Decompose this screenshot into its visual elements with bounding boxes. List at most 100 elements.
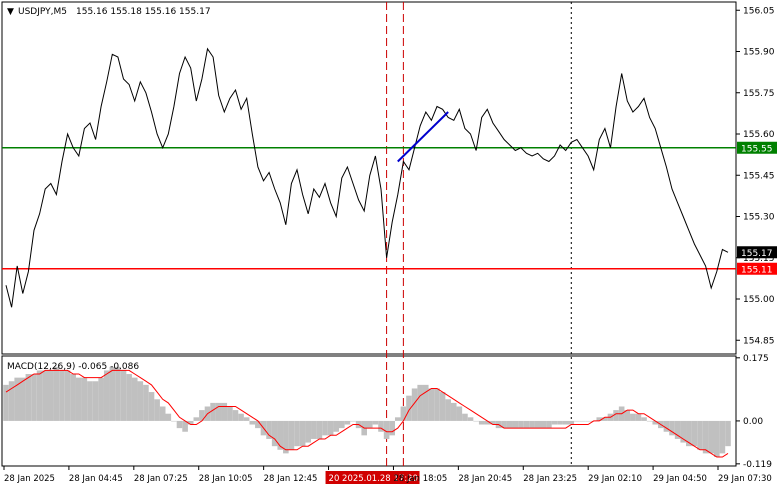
macd-histogram-bar <box>59 370 65 421</box>
macd-histogram-bar <box>400 406 407 421</box>
macd-histogram-bar <box>389 420 395 436</box>
macd-histogram-bar <box>540 420 547 429</box>
macd-histogram-bar <box>691 420 698 447</box>
price-line <box>5 47 729 308</box>
x-tick-label: 29 Jan 07:30 <box>718 474 772 484</box>
macd-histogram-bar <box>518 420 524 429</box>
macd-histogram-bar <box>137 381 144 421</box>
macd-panel-border <box>1 355 737 467</box>
price-y-tick-label: 155.15 <box>743 254 775 264</box>
macd-histogram-bar <box>613 410 619 421</box>
macd-histogram-bar <box>562 420 569 425</box>
macd-histogram-bar <box>680 420 687 443</box>
macd-y-tick-label: -0.119 <box>743 460 772 470</box>
macd-histogram-bar <box>277 420 284 450</box>
macd-histogram-bar <box>439 392 446 421</box>
macd-histogram-bar <box>316 420 323 439</box>
macd-histogram-bar <box>64 370 71 421</box>
macd-histogram-bar <box>165 413 172 421</box>
macd-histogram-bar <box>473 420 479 422</box>
chart-header: ▼ USDJPY,M5 155.16 155.18 155.16 155.17 <box>7 7 211 17</box>
macd-histogram-bar <box>529 420 535 429</box>
macd-histogram-bar <box>215 402 222 421</box>
price-y-tick-label: 154.85 <box>743 336 775 346</box>
macd-panel: MACD(12,26,9) -0.065 -0.086 <box>3 362 731 458</box>
x-tick-label: 28 Jan 23:25 <box>523 474 577 484</box>
symbol-label: USDJPY,M5 <box>18 7 67 17</box>
macd-histogram-bar <box>422 384 429 421</box>
macd-histogram-bar <box>227 406 233 421</box>
macd-histogram-bar <box>630 413 636 421</box>
x-tick-label: 28 Jan 2025 <box>4 474 55 484</box>
macd-histogram-bar <box>568 420 575 425</box>
collapse-icon[interactable]: ▼ <box>7 7 14 17</box>
macd-histogram-bar <box>176 420 183 429</box>
price-y-tick-label: 155.00 <box>743 295 775 305</box>
axes: 156.05 155.90 155.75 155.60 155.45 155.30 155.… <box>3 6 777 484</box>
macd-histogram-bar <box>120 370 127 421</box>
macd-histogram-bar <box>462 413 468 421</box>
macd-histogram-bar <box>19 377 26 421</box>
x-tick-label: 28 Jan 07:25 <box>134 474 188 484</box>
macd-histogram-bar <box>98 377 104 421</box>
macd-histogram-bar <box>686 420 692 447</box>
price-y-tick-label: 155.75 <box>743 89 775 99</box>
macd-histogram-bar <box>652 420 659 425</box>
resistance-badge-bg <box>737 141 777 154</box>
macd-histogram-bar <box>25 374 32 421</box>
x-tick-label: 28 Jan 04:45 <box>69 474 123 484</box>
macd-histogram-bar <box>445 399 451 421</box>
macd-histogram-bar <box>53 366 60 421</box>
macd-histogram-bar <box>327 420 334 436</box>
macd-histogram-bar <box>255 420 261 429</box>
last-price-badge: 155.17 <box>741 249 773 259</box>
macd-histogram-bar <box>714 420 720 457</box>
macd-histogram-bar <box>725 420 731 447</box>
macd-histogram-bar <box>512 420 519 429</box>
macd-histogram-bar <box>159 406 166 421</box>
x-tick-label: 29 Jan 04:50 <box>653 474 707 484</box>
macd-histogram-bar <box>456 406 463 421</box>
macd-histogram-bar <box>635 413 642 421</box>
macd-histogram-bar <box>579 420 586 422</box>
macd-histogram-bar <box>641 417 647 421</box>
support-badge: 155.11 <box>741 265 773 275</box>
macd-histogram-bar <box>8 381 15 421</box>
x-tick-label: 28 Jan 20:45 <box>458 474 512 484</box>
macd-histogram-bar <box>624 410 631 421</box>
price-panel-border <box>1 1 737 355</box>
macd-histogram-bar <box>199 410 205 421</box>
macd-histogram-bar <box>3 384 9 421</box>
macd-histogram-bar <box>383 420 390 439</box>
macd-histogram-bar <box>557 420 563 425</box>
trend-segment <box>397 111 449 163</box>
macd-signal-line <box>5 369 729 458</box>
macd-histogram-bar <box>148 392 155 421</box>
macd-histogram-bar <box>221 402 228 421</box>
last-price-badge-bg <box>737 246 777 259</box>
macd-histogram-bar <box>574 420 580 422</box>
macd-histogram-bar <box>674 420 681 439</box>
macd-histogram-bar <box>322 420 328 436</box>
macd-histogram-bar <box>103 370 110 421</box>
macd-histogram-bar <box>288 420 295 450</box>
macd-histogram-bar <box>434 388 440 421</box>
macd-histogram-bar <box>702 420 709 454</box>
macd-histogram-bar <box>143 384 149 421</box>
macd-histogram-bar <box>708 420 715 454</box>
price-y-tick-label: 156.05 <box>743 6 775 16</box>
x-tick-label: 28 Jan 18:05 <box>393 474 447 484</box>
x-tick-label: 28 Jan 10:05 <box>199 474 253 484</box>
macd-histogram-bar <box>193 417 200 421</box>
macd-histogram-bar <box>378 420 384 432</box>
macd-histogram-bar <box>333 420 340 432</box>
macd-histogram-bar <box>478 420 485 425</box>
macd-histogram-bar <box>534 420 541 429</box>
macd-histogram-bar <box>367 420 373 429</box>
macd-histogram-bar <box>75 377 82 421</box>
macd-histogram-bar <box>283 420 289 454</box>
macd-histogram-bar <box>299 420 306 447</box>
macd-histogram-bar <box>663 420 670 432</box>
macd-histogram-bar <box>428 388 435 421</box>
